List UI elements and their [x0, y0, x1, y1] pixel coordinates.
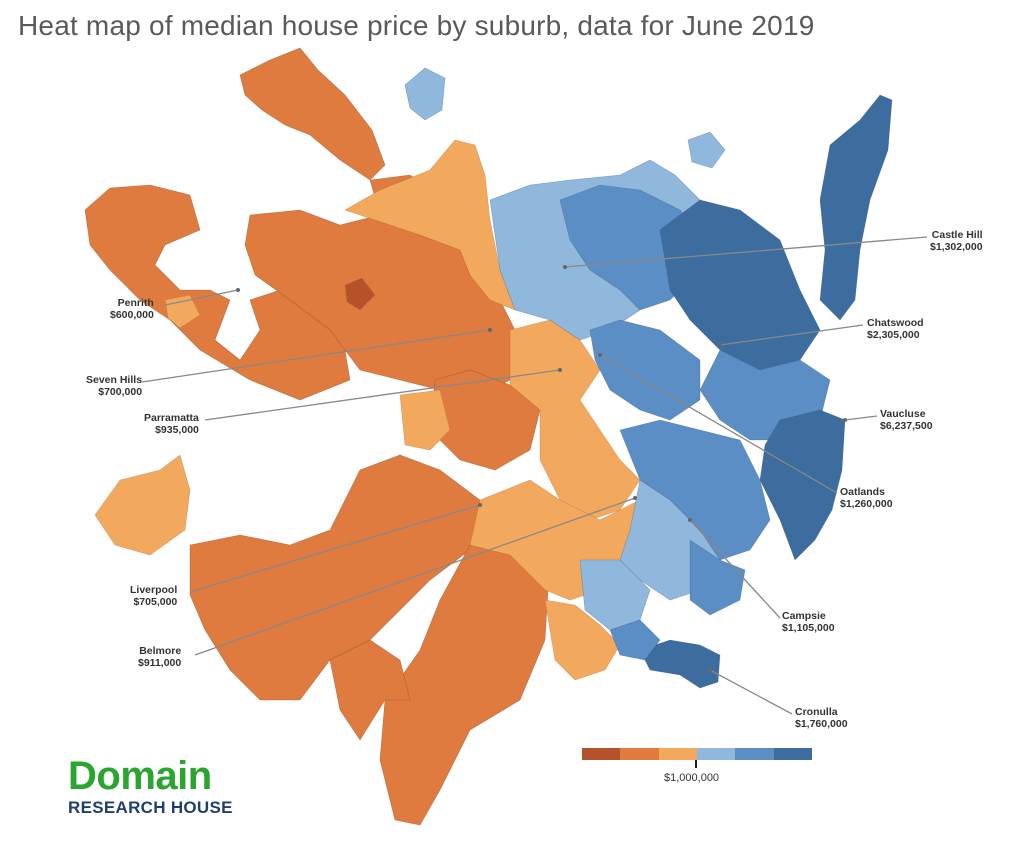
- ku-ring-gai-area: [659, 199, 821, 371]
- callout-campsie-name: Campsie: [782, 610, 826, 622]
- callout-liverpool-name: Liverpool: [130, 584, 178, 596]
- callout-chatswood-price: $2,305,000: [867, 329, 920, 341]
- callout-campsie-price: $1,105,000: [782, 622, 835, 634]
- callout-line: [689, 519, 781, 619]
- callout-point: [563, 265, 567, 269]
- callout-point: [488, 328, 492, 332]
- liverpool-area: [189, 454, 481, 701]
- callout-line: [719, 324, 864, 346]
- northern-beaches-area: [819, 94, 893, 321]
- callout-line: [709, 669, 793, 715]
- south-east-area: [689, 539, 746, 616]
- legend-label: $1,000,000: [664, 772, 720, 784]
- callout-line: [141, 329, 491, 383]
- callout-vaucluse-price: $6,237,500: [880, 420, 933, 432]
- callout-line: [599, 354, 838, 494]
- callout-penrith-name: Penrith: [117, 297, 154, 309]
- legend-segment: [582, 748, 621, 760]
- callout-belmore: Belmore $911,000: [138, 645, 181, 669]
- east-region: [404, 67, 893, 689]
- legend-segment: [735, 748, 774, 760]
- callout-castle-hill: Castle Hill $1,302,000: [930, 229, 983, 253]
- callout-cronulla-price: $1,760,000: [795, 718, 848, 730]
- legend-segment: [773, 748, 812, 760]
- callout-chatswood-name: Chatswood: [867, 317, 924, 329]
- sutherland-light-area: [544, 599, 621, 681]
- callout-line: [844, 415, 878, 421]
- legend-tick: [695, 760, 697, 768]
- legend-segment: [696, 748, 736, 760]
- callout-campsie: Campsie $1,105,000: [782, 610, 835, 634]
- callout-castle-hill-name: Castle Hill: [931, 229, 983, 241]
- logo-main-text: Domain: [68, 754, 212, 798]
- callout-line: [164, 289, 239, 306]
- hills-light-area: [344, 139, 516, 311]
- callout-castle-hill-price: $1,302,000: [930, 241, 983, 253]
- eastern-suburbs-area: [759, 409, 846, 561]
- logo-sub-text: RESEARCH HOUSE: [68, 798, 233, 817]
- callout-point: [633, 496, 637, 500]
- callout-point: [558, 368, 562, 372]
- west-light-area: [399, 389, 451, 451]
- callout-point: [478, 503, 482, 507]
- darkest-orange-suburb: [345, 278, 375, 310]
- callout-liverpool-price: $705,000: [133, 596, 178, 608]
- callout-line: [204, 369, 561, 421]
- callout-seven-hills-price: $700,000: [98, 386, 143, 398]
- north-east-outlier: [687, 131, 726, 169]
- ryde-area: [589, 319, 701, 421]
- penrith-area: [84, 184, 351, 401]
- callout-oatlands-price: $1,260,000: [840, 498, 893, 510]
- legend-color-bar: [582, 748, 812, 760]
- cronulla-area: [639, 639, 721, 689]
- callout-chatswood: Chatswood $2,305,000: [867, 317, 924, 341]
- callout-seven-hills: Seven Hills $700,000: [86, 374, 142, 398]
- callout-oatlands: Oatlands $1,260,000: [840, 486, 893, 510]
- domain-logo: Domain RESEARCH HOUSE: [68, 756, 233, 818]
- callout-belmore-name: Belmore: [139, 645, 182, 657]
- legend-segment: [658, 748, 697, 760]
- callout-point: [688, 518, 692, 522]
- callout-oatlands-name: Oatlands: [840, 486, 885, 498]
- callout-parramatta: Parramatta $935,000: [144, 412, 199, 436]
- price-legend: $1,000,000: [582, 748, 812, 784]
- west-outlier-area: [94, 454, 191, 556]
- callout-parramatta-name: Parramatta: [144, 412, 199, 424]
- callout-penrith: Penrith $600,000: [110, 297, 154, 321]
- callout-belmore-price: $911,000: [138, 657, 182, 669]
- south-west-area: [379, 544, 549, 826]
- callout-lines: [141, 236, 928, 715]
- callout-liverpool: Liverpool $705,000: [130, 584, 177, 608]
- callout-point: [708, 668, 712, 672]
- callout-penrith-price: $600,000: [110, 309, 154, 321]
- legend-segment: [620, 748, 659, 760]
- callout-point: [236, 288, 240, 292]
- callout-cronulla: Cronulla $1,760,000: [795, 706, 848, 730]
- callout-vaucluse-name: Vaucluse: [880, 408, 926, 420]
- northwest-outlier-area: [239, 47, 386, 181]
- west-region: [84, 47, 549, 826]
- south-area: [329, 639, 411, 741]
- map-title: Heat map of median house price by suburb…: [18, 10, 815, 41]
- callout-seven-hills-name: Seven Hills: [86, 374, 143, 386]
- callout-cronulla-name: Cronulla: [795, 706, 838, 718]
- callout-parramatta-price: $935,000: [155, 424, 199, 436]
- callout-line: [189, 504, 481, 593]
- callout-vaucluse: Vaucluse $6,237,500: [880, 408, 933, 432]
- sutherland-blue-area: [609, 619, 661, 661]
- callout-line: [564, 236, 928, 268]
- callout-point: [598, 353, 602, 357]
- callout-line: [194, 497, 636, 656]
- callout-point: [718, 343, 722, 347]
- northwest-blue-outlier: [404, 67, 446, 121]
- callout-point: [843, 418, 847, 422]
